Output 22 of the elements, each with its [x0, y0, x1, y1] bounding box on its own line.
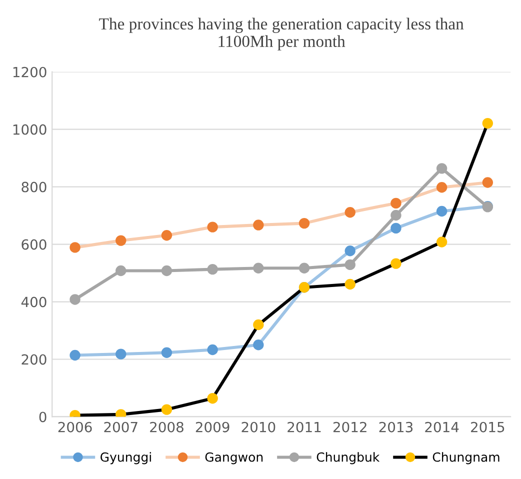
x-tick-label: 2008 — [150, 422, 184, 432]
x-tick-label: 2009 — [196, 422, 230, 432]
x-tick-label: 2015 — [471, 422, 504, 432]
x-tick-label: 2012 — [333, 422, 366, 432]
legend-label: Gyunggi — [100, 452, 151, 464]
legend-label: Chungnam — [432, 452, 500, 464]
x-tick-label: 2010 — [242, 422, 276, 432]
x-tick-label: 2007 — [104, 422, 138, 432]
x-tick-label: 2006 — [58, 422, 92, 432]
x-tick-label: 2011 — [288, 422, 321, 432]
legend-label: Chungbuk — [316, 452, 380, 464]
x-tick-label: 2013 — [379, 422, 413, 432]
chart-title: The provinces having the generation capacity less than 1100Mh per month — [99, 18, 464, 50]
legend-label: Gangwon — [205, 452, 263, 464]
y-tick-label: 200 — [22, 354, 46, 365]
y-tick-label: 600 — [22, 239, 46, 250]
y-tick-label: 1000 — [13, 124, 46, 135]
y-tick-label: 0 — [39, 412, 46, 422]
y-tick-label: 1200 — [13, 66, 46, 78]
y-tick-label: 400 — [21, 296, 46, 308]
x-tick-label: 2014 — [425, 422, 459, 432]
y-tick-label: 800 — [22, 182, 46, 192]
